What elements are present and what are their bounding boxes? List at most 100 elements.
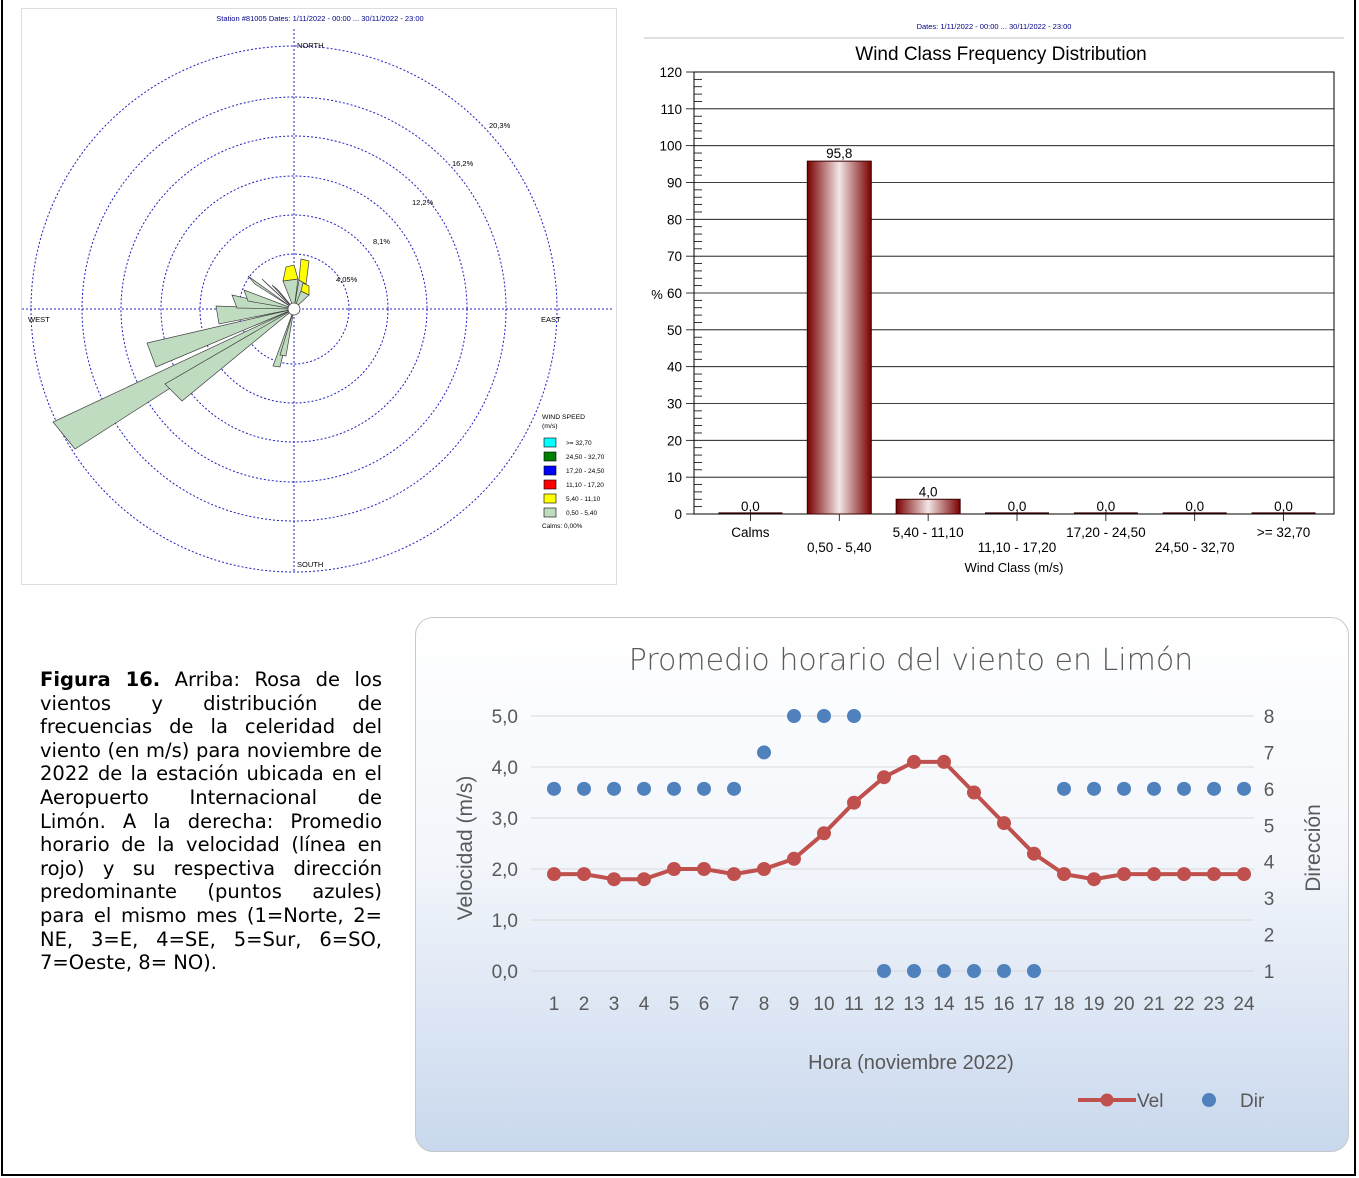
dir-point	[547, 781, 561, 796]
rose-center	[287, 302, 301, 316]
legend-swatch-2	[543, 451, 557, 462]
vel-point	[877, 770, 891, 785]
vel-point	[817, 826, 831, 841]
legend-unit: (m/s)	[542, 423, 557, 430]
dir-point	[937, 964, 951, 978]
dir-point	[1087, 781, 1101, 796]
line-xtick-label: 16	[993, 994, 1014, 1015]
dir-point	[1147, 781, 1161, 796]
dir-point	[907, 964, 921, 978]
vel-point	[727, 867, 741, 882]
line-ytick-label: 2,0	[492, 860, 518, 881]
legend-swatch-5	[543, 493, 557, 504]
petal-wnw-2	[243, 289, 295, 310]
bar-value-label: 0,0	[1096, 499, 1115, 514]
line-y2tick-label: 1	[1264, 962, 1275, 983]
dir-point	[997, 964, 1011, 978]
vel-point	[1207, 867, 1221, 882]
dir-point	[577, 781, 591, 796]
line-xlabel: Hora (noviembre 2022)	[808, 1052, 1014, 1074]
line-y2tick-label: 6	[1264, 780, 1275, 801]
vel-point	[757, 862, 771, 876]
rose-ring-label-1: 4,05%	[336, 275, 358, 284]
bar-title: Wind Class Frequency Distribution	[855, 44, 1146, 65]
line-xtick-label: 2	[579, 994, 590, 1015]
dir-point	[697, 781, 711, 796]
hourly-wind-chart: Promedio horario del viento en Limón Vel…	[454, 643, 1325, 1112]
dir-point	[877, 964, 891, 978]
bar-ytick-label: 70	[667, 249, 682, 264]
line-xtick-label: 23	[1203, 994, 1224, 1015]
bar-value-label: 0,0	[1274, 499, 1293, 514]
legend-title: WIND SPEED	[542, 414, 585, 421]
vel-point	[907, 754, 921, 769]
vel-point	[1057, 867, 1071, 882]
caption-text: Arriba: Rosa de los vientos y distribuci…	[40, 668, 382, 975]
hourly-wind-chart-panel: Promedio horario del viento en Limón Vel…	[415, 617, 1349, 1152]
legend-calms: Calms: 0,00%	[542, 523, 583, 530]
line-xtick-label: 12	[873, 994, 894, 1015]
vel-point	[577, 867, 591, 882]
dir-point	[727, 781, 741, 796]
legend-label-6: 0,50 - 5,40	[566, 510, 597, 517]
rose-petals	[52, 258, 310, 450]
bar-xtick-label: 11,10 - 17,20	[978, 540, 1057, 555]
wind-class-chart-panel: Dates: 1/11/2022 - 00:00 ... 30/11/2022 …	[644, 14, 1344, 577]
vel-point	[697, 862, 711, 876]
line-y2tick-label: 5	[1264, 816, 1275, 837]
line-xtick-label: 24	[1233, 994, 1255, 1015]
bar-ytick-label: 20	[667, 433, 682, 448]
line-xtick-label: 17	[1023, 994, 1044, 1015]
line-ytick-label: 1,0	[492, 911, 518, 932]
line-xtick-label: 22	[1173, 994, 1194, 1015]
legend-vel-label: Vel	[1137, 1091, 1163, 1112]
line-xtick-label: 13	[903, 994, 924, 1015]
legend-label-2: 24,50 - 32,70	[566, 454, 605, 461]
line-grid	[531, 715, 1254, 972]
wind-rose-panel: Station #81005 Dates: 1/11/2022 - 00:00 …	[21, 8, 617, 585]
dir-point	[607, 781, 621, 796]
bar-ytick-label: 80	[667, 212, 682, 227]
vel-point	[1117, 867, 1131, 882]
legend-label-3: 17,20 - 24,50	[566, 468, 605, 475]
vel-point	[787, 851, 801, 866]
bar-ytick-label: 10	[667, 470, 682, 485]
line-y2label: Dirección	[1302, 804, 1325, 892]
rose-header: Station #81005 Dates: 1/11/2022 - 00:00 …	[216, 14, 423, 23]
bar-ytick-label: 60	[667, 286, 682, 301]
legend-swatch-4	[543, 479, 557, 490]
petal-nnw	[271, 284, 295, 310]
bar-value-label: 0,0	[1185, 499, 1204, 514]
line-ytick-label: 3,0	[492, 809, 518, 830]
petal-nw-2	[261, 278, 295, 310]
legend-label-5: 5,40 - 11,10	[566, 496, 601, 503]
bar-xtick-label: 0,50 - 5,40	[807, 540, 872, 555]
legend-label-4: 11,10 - 17,20	[566, 482, 604, 489]
bar-value-label: 95,8	[826, 146, 852, 161]
bar-xtick-label: 17,20 - 24,50	[1066, 525, 1146, 540]
line-y2-axis: 1 2 3 4 5 6 7 8	[1264, 707, 1275, 983]
petal-nne-yellow	[298, 258, 310, 285]
wind-rose-svg: Station #81005 Dates: 1/11/2022 - 00:00 …	[22, 14, 612, 573]
line-xtick-label: 20	[1113, 994, 1134, 1015]
bar-y-axis: 0 10 20 30 40 50 60 70 80 90 100 110 120	[659, 65, 702, 522]
rose-ring-label-4: 16,2%	[452, 159, 474, 168]
bar-ytick-label: 0	[674, 507, 682, 522]
legend-dir-label: Dir	[1240, 1091, 1265, 1112]
vel-point	[997, 816, 1011, 831]
petal-nw-1	[247, 275, 295, 310]
line-legend: Vel Dir	[1078, 1091, 1265, 1112]
line-xtick-label: 14	[933, 994, 955, 1015]
rose-ring-label-5: 20,3%	[489, 121, 511, 130]
line-title: Promedio horario del viento en Limón	[629, 643, 1193, 678]
legend-vel-marker	[1100, 1093, 1114, 1107]
bar-xtick-label: >= 32,70	[1257, 525, 1310, 540]
legend-swatch-3	[543, 465, 557, 476]
bar-ylabel: %	[651, 287, 663, 302]
line-xtick-label: 19	[1083, 994, 1104, 1015]
vel-point	[667, 862, 681, 876]
vel-line	[554, 759, 1244, 882]
line-xtick-label: 4	[639, 994, 650, 1015]
figure-caption: Figura 16. Arriba: Rosa de los vientos y…	[40, 668, 382, 975]
